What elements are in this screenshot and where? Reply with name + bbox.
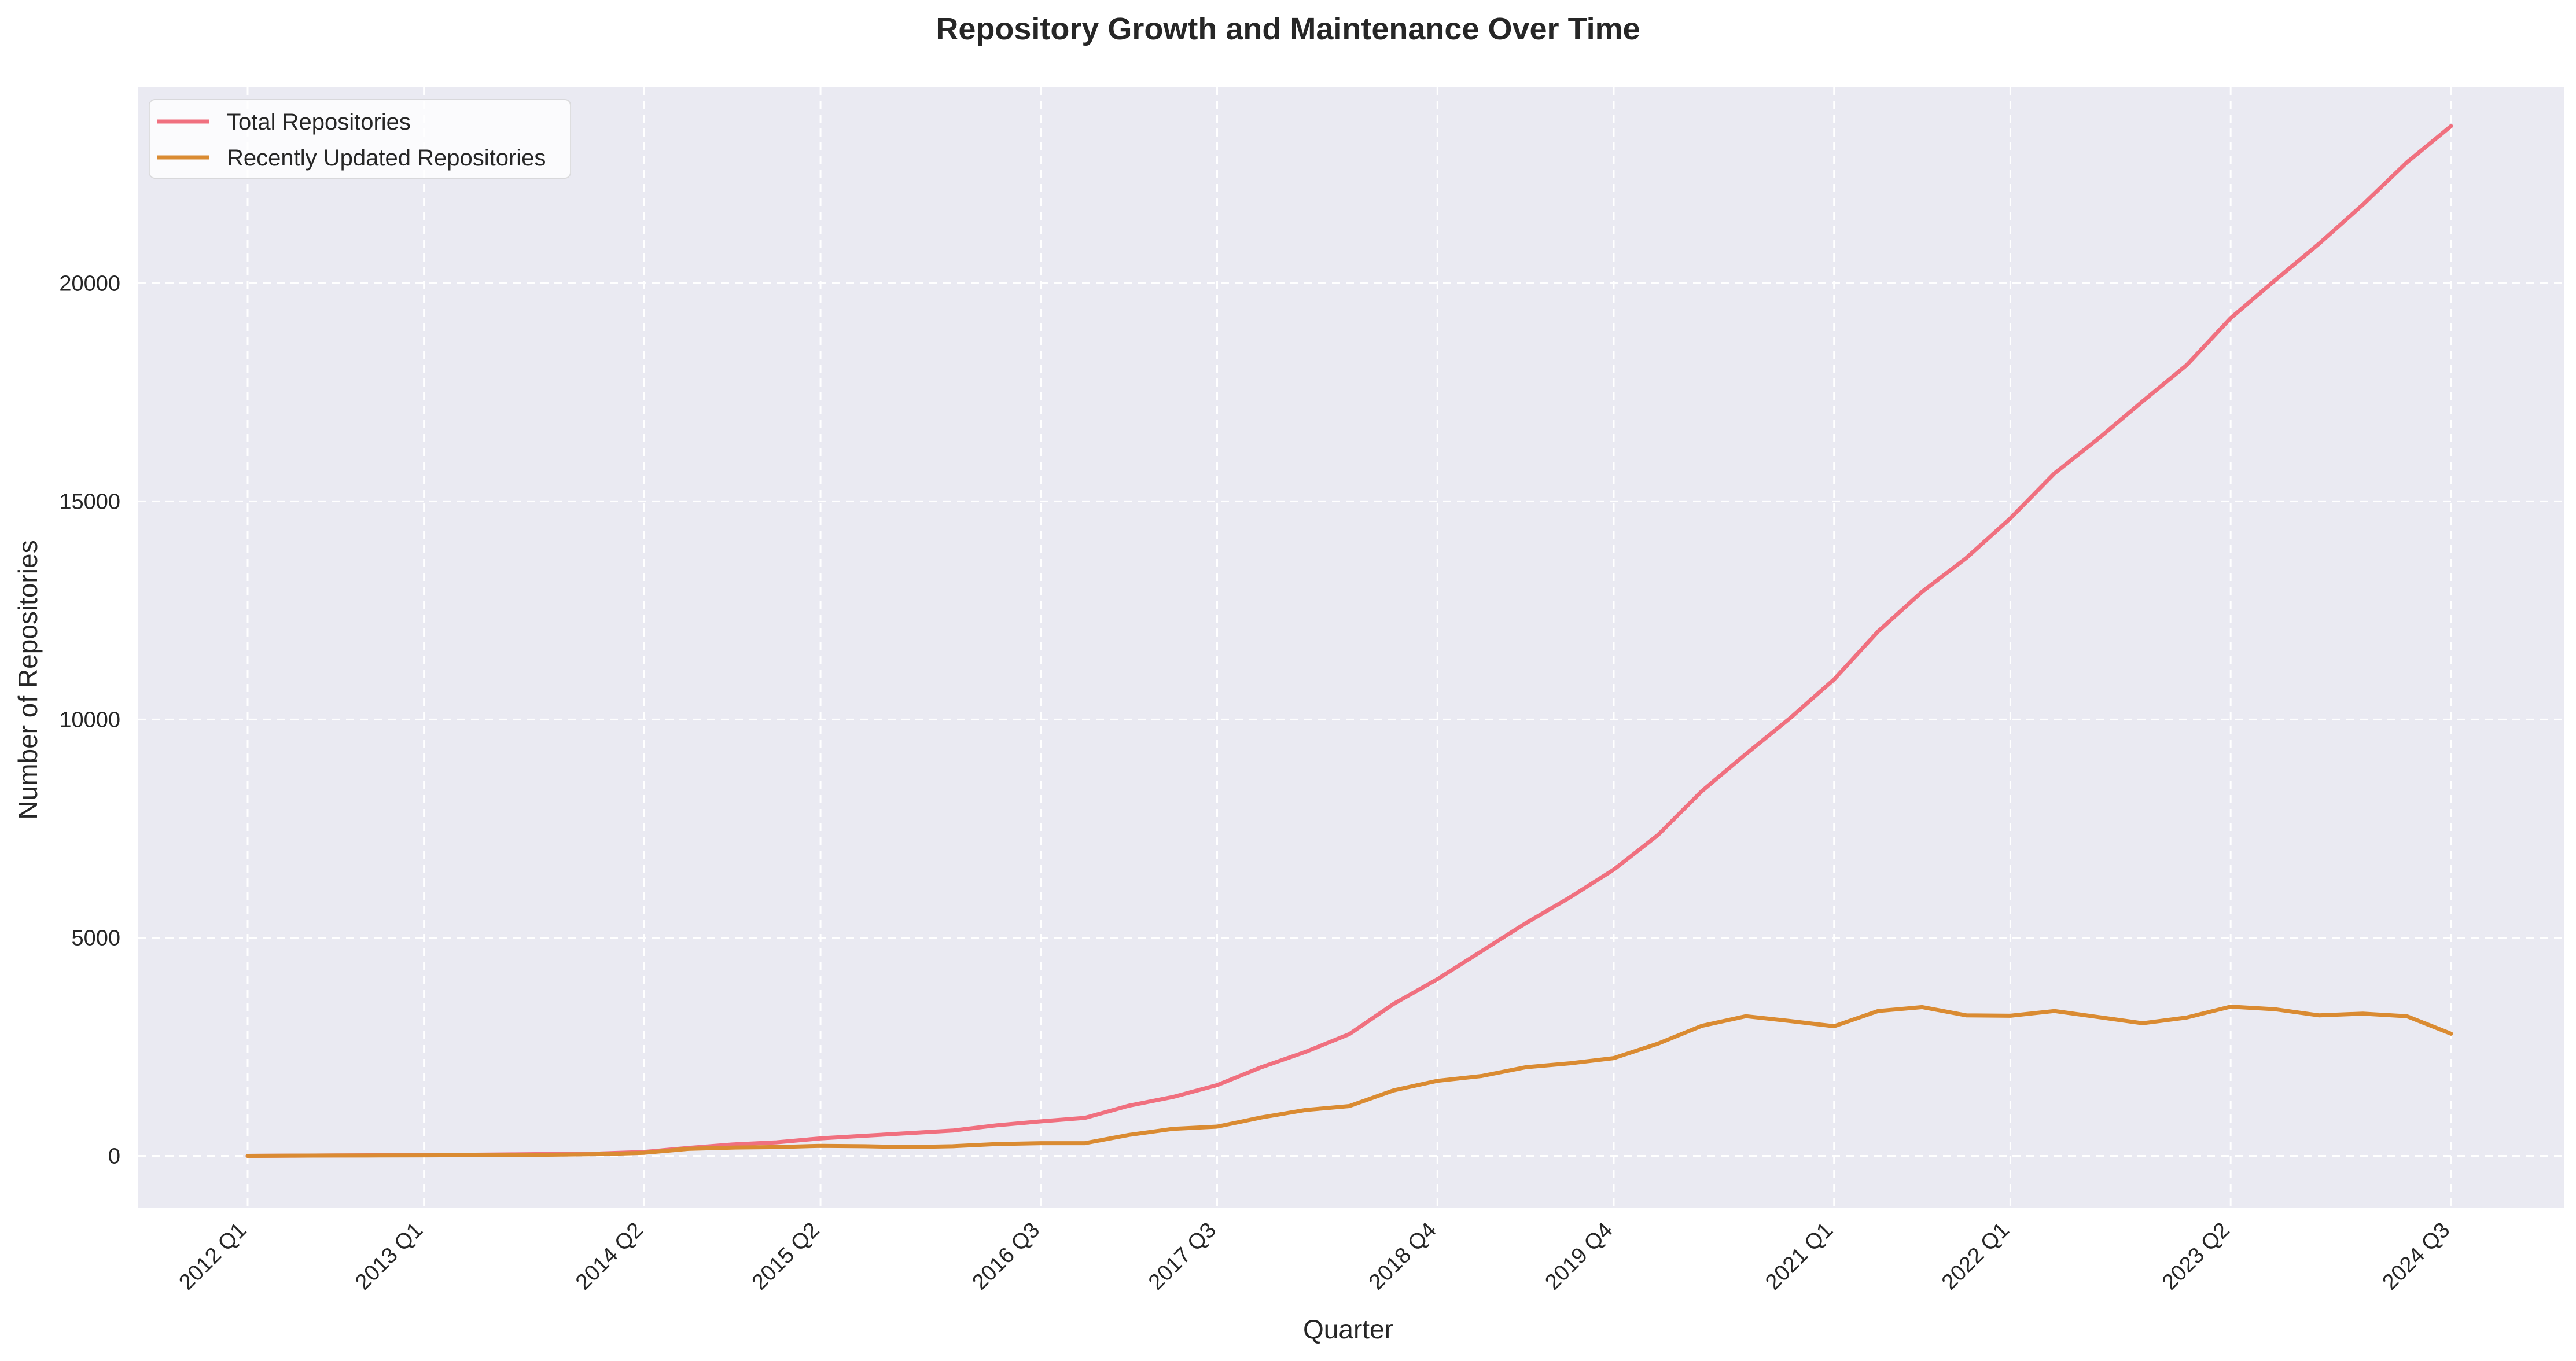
y-tick-label: 10000 xyxy=(59,708,120,732)
legend: Total Repositories Recently Updated Repos… xyxy=(149,99,571,179)
x-tick-label: 2018 Q4 xyxy=(1364,1218,1441,1295)
x-tick-label: 2021 Q1 xyxy=(1761,1218,1838,1295)
legend-label: Total Repositories xyxy=(227,109,411,135)
x-axis-label: Quarter xyxy=(1303,1314,1393,1344)
x-tick-label: 2024 Q3 xyxy=(2378,1218,2455,1295)
x-tick-label: 2023 Q2 xyxy=(2158,1218,2235,1295)
y-tick-label: 5000 xyxy=(71,926,120,950)
legend-label: Recently Updated Repositories xyxy=(227,145,546,171)
x-tick-label: 2014 Q2 xyxy=(571,1218,648,1295)
x-tick-label: 2022 Q1 xyxy=(1937,1218,2014,1295)
x-tick-label: 2019 Q4 xyxy=(1541,1218,1618,1295)
chart-title: Repository Growth and Maintenance Over T… xyxy=(936,12,1640,46)
y-tick-label: 0 xyxy=(108,1145,120,1169)
y-tick-label: 20000 xyxy=(59,271,120,296)
x-tick-label: 2015 Q2 xyxy=(748,1218,825,1295)
y-axis-ticks: 0 5000 10000 15000 20000 xyxy=(59,271,120,1168)
grid xyxy=(138,87,2564,1208)
y-axis-label: Number of Repositories xyxy=(13,540,43,819)
series-line-recently-updated-repositories xyxy=(245,1005,2453,1158)
plot-area xyxy=(138,87,2564,1208)
x-tick-label: 2012 Q1 xyxy=(175,1218,252,1295)
legend-box xyxy=(149,99,571,179)
x-tick-label: 2016 Q3 xyxy=(967,1218,1044,1295)
y-tick-label: 15000 xyxy=(59,490,120,514)
x-tick-label: 2017 Q3 xyxy=(1144,1218,1221,1295)
x-tick-label: 2013 Q1 xyxy=(351,1218,428,1295)
x-axis-ticks: 2012 Q1 2013 Q1 2014 Q2 2015 Q2 2016 Q3 2017 … xyxy=(175,1218,2455,1295)
series-layer xyxy=(245,124,2453,1158)
